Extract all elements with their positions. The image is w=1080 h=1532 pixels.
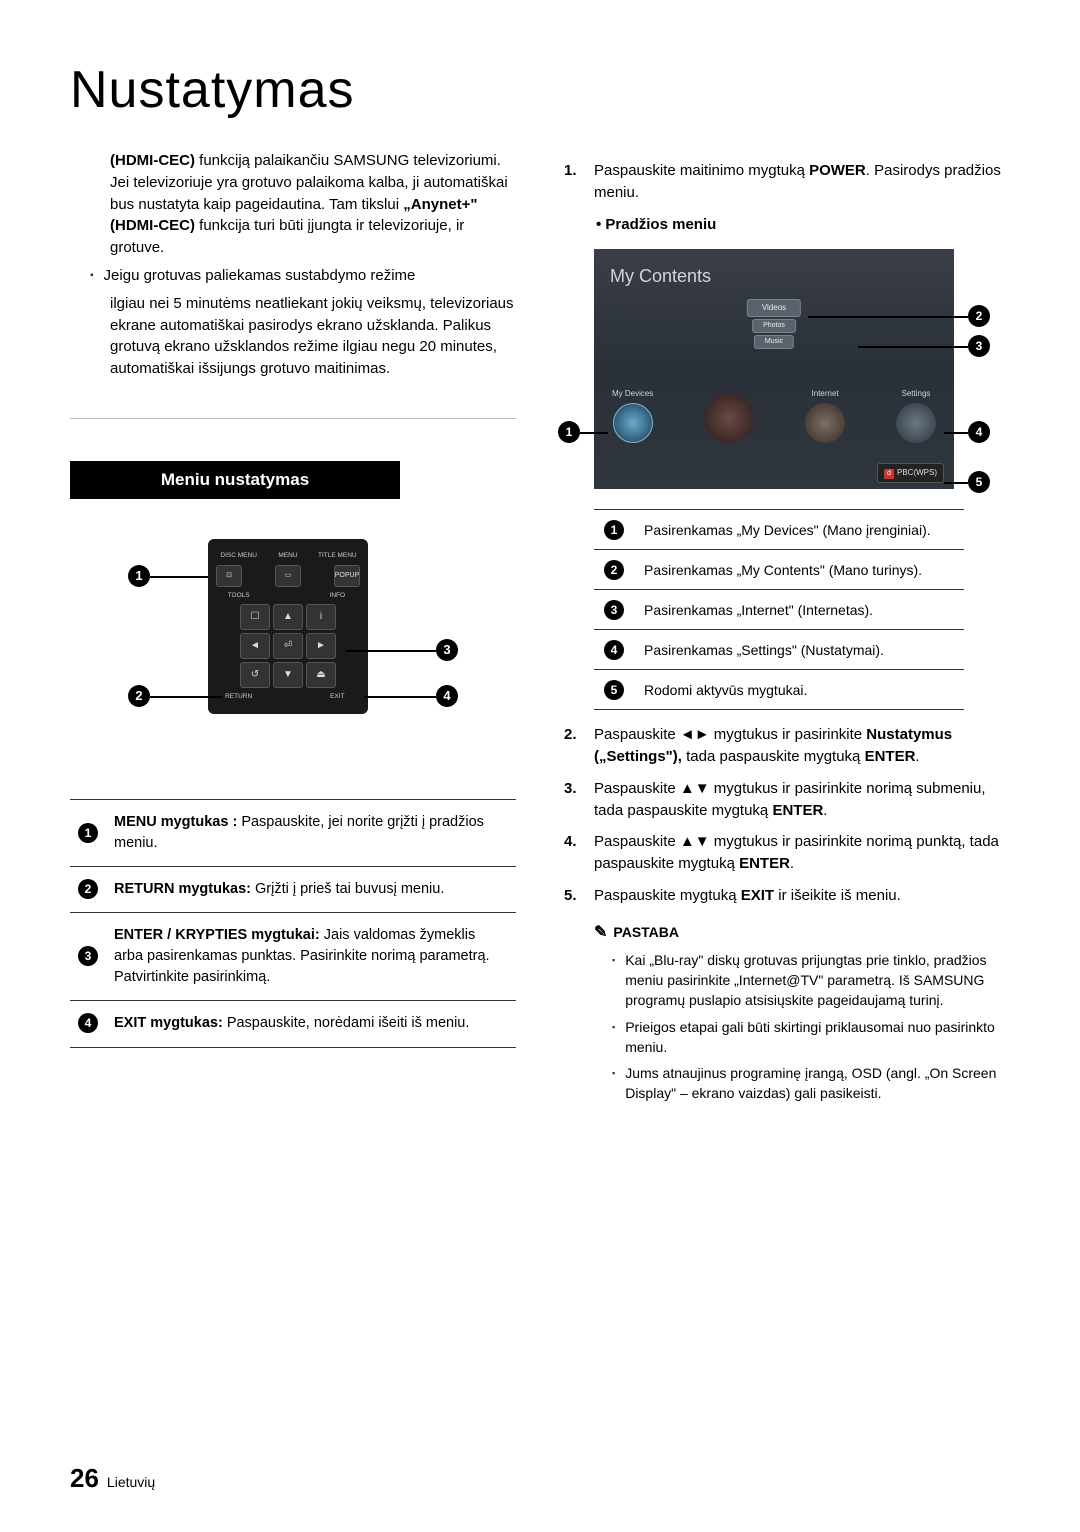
page-footer: 26Lietuvių <box>70 1463 155 1494</box>
step-2: 2. Paspauskite ◄► mygtukus ir pasirinkit… <box>564 724 1010 768</box>
note-head: ✎PASTABA <box>594 921 1010 944</box>
hdmi-paragraph: (HDMI-CEC) funkciją palaikančiu SAMSUNG … <box>70 150 516 259</box>
start-menu-head: • Pradžios meniu <box>596 214 1010 236</box>
step-3: 3. Paspauskite ▲▼ mygtukus ir pasirinkit… <box>564 778 1010 822</box>
standby-body: ilgiau nei 5 minutėms neatliekant jokių … <box>70 293 516 380</box>
remote-buttons-table: 1MENU mygtukas : Paspauskite, jei norite… <box>70 799 516 1047</box>
right-column: 1. Paspauskite maitinimo mygtuką POWER. … <box>564 150 1010 1110</box>
callout-4: 4 <box>436 685 458 707</box>
tv-callout-5: 5 <box>968 471 990 493</box>
tv-callout-4: 4 <box>968 421 990 443</box>
callout-2: 2 <box>128 685 150 707</box>
tv-callouts-table: 1Pasirenkamas „My Devices" (Mano įrengin… <box>594 509 964 710</box>
step-5: 5. Paspauskite mygtuką EXIT ir išeikite … <box>564 885 1010 907</box>
tv-callout-2: 2 <box>968 305 990 327</box>
step-1: 1. Paspauskite maitinimo mygtuką POWER. … <box>564 160 1010 204</box>
page-title: Nustatymas <box>70 60 1010 120</box>
section-bar-menu-setup: Meniu nustatymas <box>70 418 516 500</box>
callout-1: 1 <box>128 565 150 587</box>
tv-screenshot: My Contents Videos Photos Music My Devic… <box>594 249 954 489</box>
left-column: (HDMI-CEC) funkciją palaikančiu SAMSUNG … <box>70 150 516 1110</box>
callout-3: 3 <box>436 639 458 661</box>
tv-callout-3: 3 <box>968 335 990 357</box>
note-3: Jums atnaujinus programinę įrangą, OSD (… <box>612 1063 1010 1104</box>
standby-bullet: Jeigu grotuvas paliekamas sustabdymo rež… <box>70 265 516 287</box>
tv-callout-1: 1 <box>558 421 580 443</box>
note-1: Kai „Blu-ray" diskų grotuvas prijungtas … <box>612 950 1010 1011</box>
remote-diagram: DISC MENU MENU TITLE MENU ⊡ ▭ POPUP TOOL… <box>128 539 458 739</box>
step-4: 4. Paspauskite ▲▼ mygtukus ir pasirinkit… <box>564 831 1010 875</box>
note-2: Prieigos etapai gali būti skirtingi prik… <box>612 1017 1010 1058</box>
